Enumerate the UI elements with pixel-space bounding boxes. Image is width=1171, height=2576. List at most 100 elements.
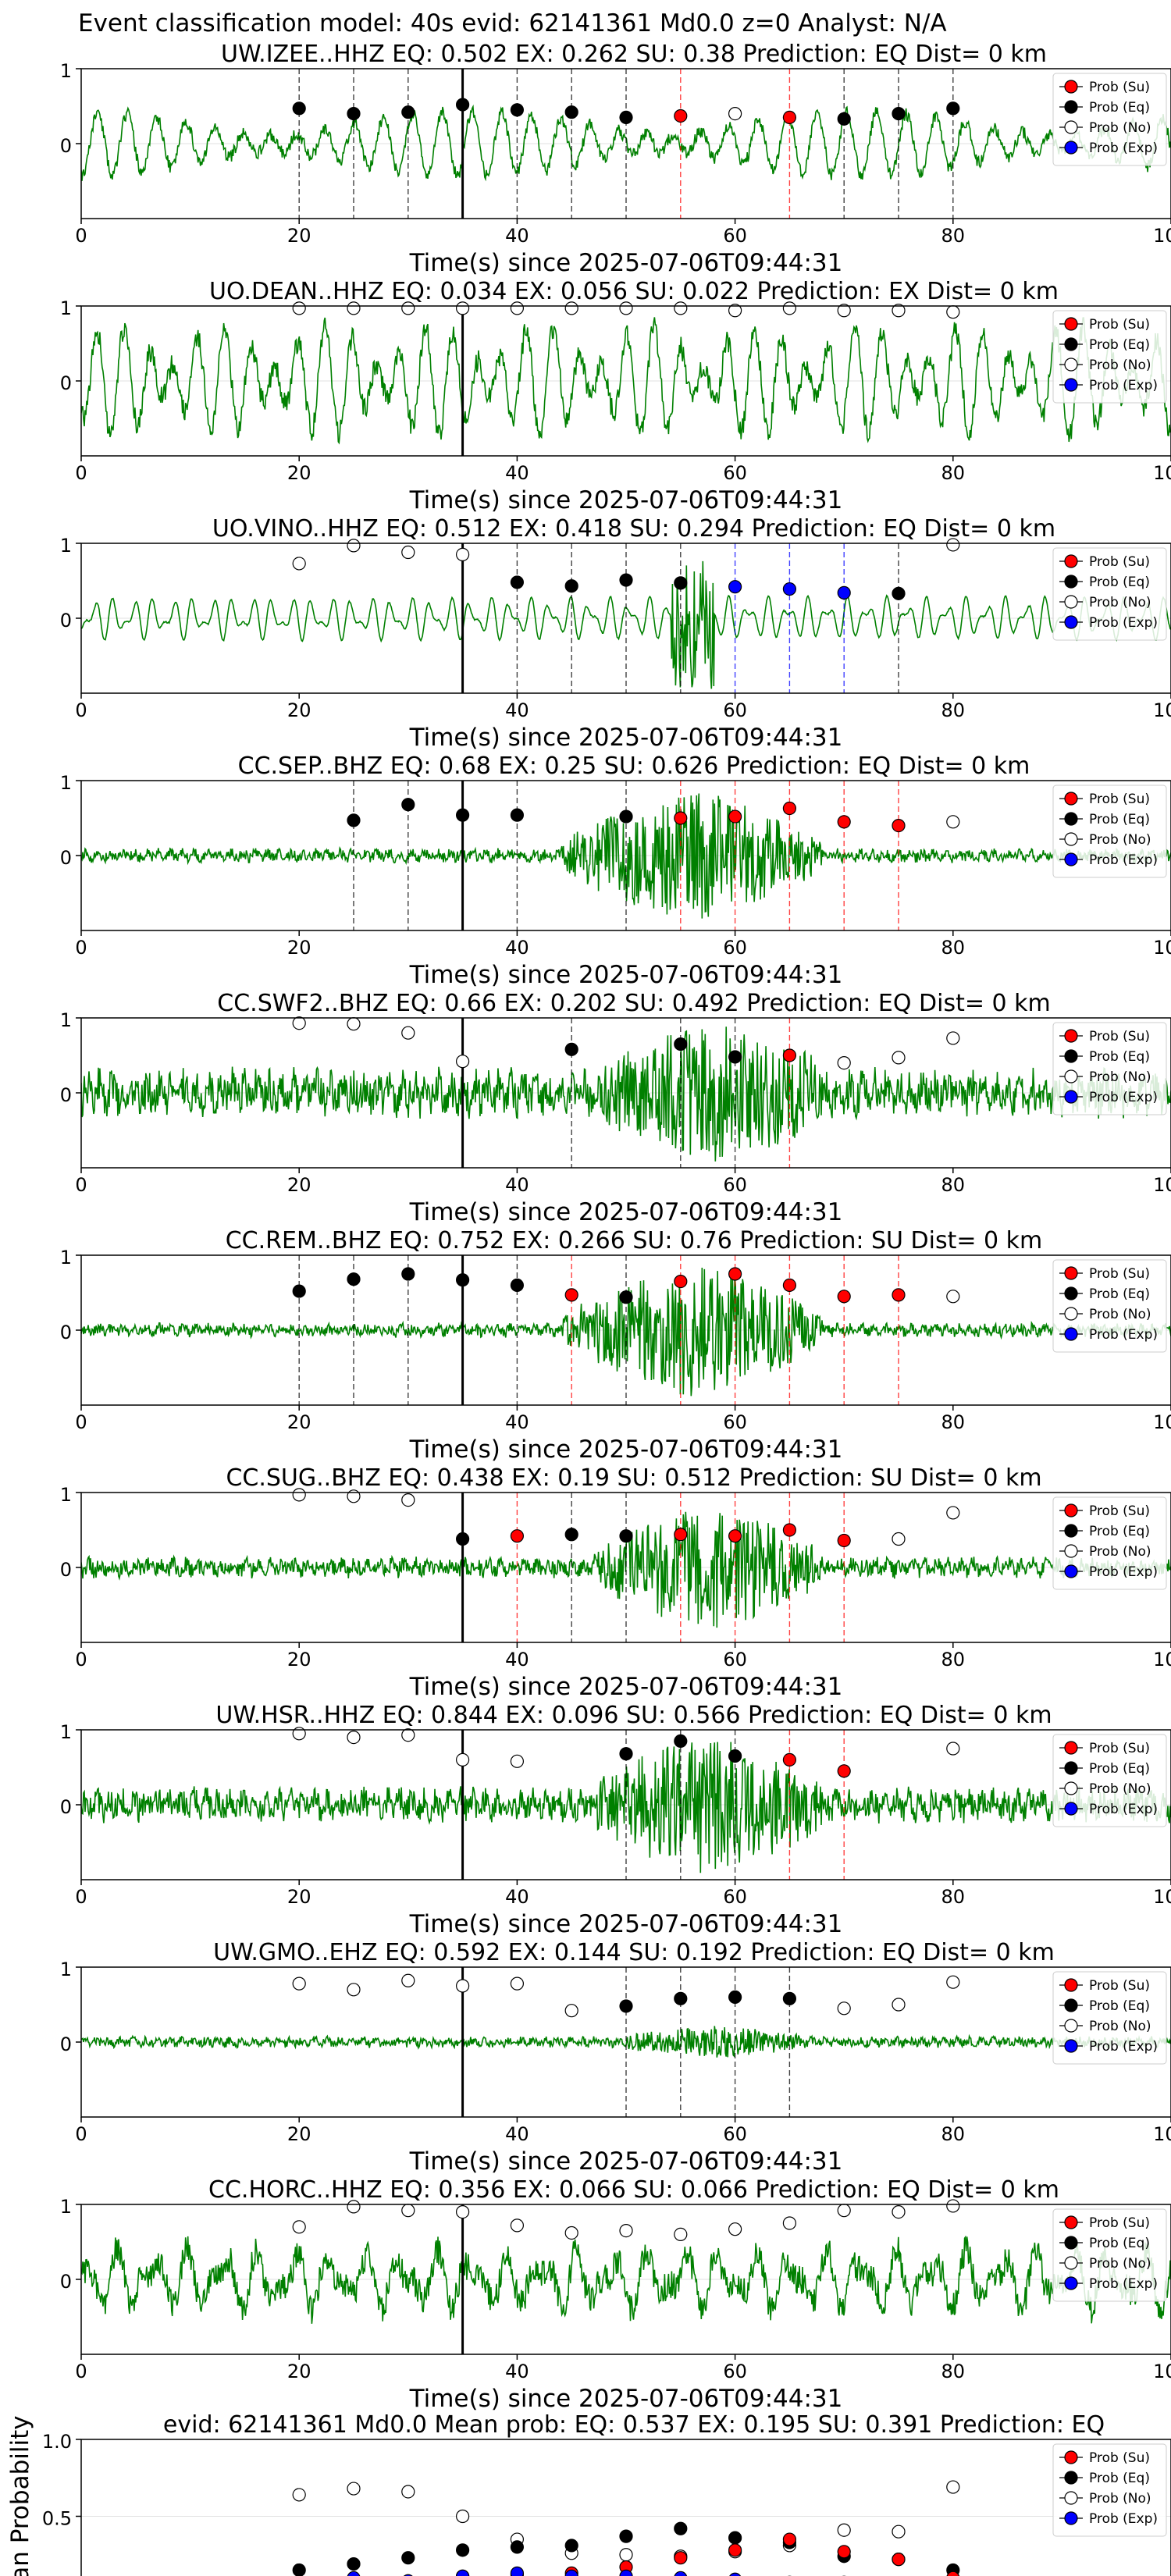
legend-marker-eq bbox=[1064, 1998, 1078, 2012]
x-tick-label: 20 bbox=[287, 1886, 311, 1908]
prob-point-eq bbox=[674, 1037, 688, 1051]
legend-label-no: Prob (No) bbox=[1089, 1781, 1151, 1797]
prob-point-eq bbox=[782, 1991, 797, 2005]
prob-point-no bbox=[946, 1975, 960, 1989]
prob-point-no bbox=[455, 2205, 470, 2219]
chart-panel-9: UW.GMO..EHZ EQ: 0.592 EX: 0.144 SU: 0.19… bbox=[60, 1939, 1171, 2176]
mean-point-eq bbox=[674, 2521, 688, 2535]
panel-title: CC.REM..BHZ EQ: 0.752 EX: 0.266 SU: 0.76… bbox=[226, 1227, 1043, 1254]
prob-point-no bbox=[510, 2218, 525, 2233]
legend-marker-eq bbox=[1064, 1524, 1078, 1538]
x-tick-label: 40 bbox=[505, 1411, 529, 1433]
prob-point-eq bbox=[837, 112, 851, 126]
prob-point-eq bbox=[619, 573, 633, 587]
legend-label-eq: Prob (Eq) bbox=[1089, 1761, 1150, 1777]
legend-marker-su bbox=[1064, 792, 1078, 806]
prob-point-no bbox=[946, 2199, 960, 2213]
y-tick-label: 1 bbox=[60, 1009, 72, 1031]
x-tick-label: 0 bbox=[75, 1886, 87, 1908]
legend-marker-no bbox=[1064, 1069, 1078, 1083]
legend-marker-exp bbox=[1064, 2039, 1078, 2053]
prob-point-no bbox=[674, 301, 688, 315]
y-tick-label: 0 bbox=[60, 135, 72, 157]
prob-point-su bbox=[837, 1533, 851, 1548]
x-tick-label: 60 bbox=[723, 1411, 747, 1433]
legend-label-eq: Prob (Eq) bbox=[1089, 575, 1150, 590]
legend-marker-exp bbox=[1064, 141, 1078, 155]
legend-label-no: Prob (No) bbox=[1089, 1544, 1151, 1560]
prob-point-no bbox=[946, 538, 960, 552]
x-tick-label: 60 bbox=[723, 1649, 747, 1670]
mean-point-eq bbox=[292, 2563, 306, 2576]
prob-point-no bbox=[455, 547, 470, 562]
prob-point-su bbox=[782, 1278, 797, 1293]
legend-label-no: Prob (No) bbox=[1089, 358, 1151, 373]
waveform-trace bbox=[81, 793, 1171, 919]
legend-box bbox=[1052, 547, 1167, 641]
mean-point-exp bbox=[619, 2569, 633, 2576]
prob-point-no bbox=[837, 304, 851, 318]
legend-marker-su bbox=[1064, 2215, 1078, 2229]
legend-label-eq: Prob (Eq) bbox=[1089, 337, 1150, 353]
prob-point-no bbox=[564, 2004, 578, 2018]
legend-label-su: Prob (Su) bbox=[1089, 792, 1150, 807]
prob-point-no bbox=[892, 2205, 906, 2219]
legend-marker-no bbox=[1064, 120, 1078, 134]
prob-point-exp bbox=[837, 585, 851, 600]
x-tick-label: 100 bbox=[1153, 462, 1171, 484]
prob-point-no bbox=[401, 1493, 415, 1507]
mean-point-su bbox=[837, 2545, 851, 2559]
y-tick-label: 0 bbox=[60, 1796, 72, 1818]
prob-point-eq bbox=[619, 1747, 633, 1761]
panel-title: UW.IZEE..HHZ EQ: 0.502 EX: 0.262 SU: 0.3… bbox=[221, 41, 1047, 68]
legend-marker-exp bbox=[1064, 1327, 1078, 1341]
prob-point-eq bbox=[347, 1272, 361, 1286]
panel-title: UW.GMO..EHZ EQ: 0.592 EX: 0.144 SU: 0.19… bbox=[213, 1939, 1055, 1966]
legend-marker-eq bbox=[1064, 100, 1078, 114]
prob-point-eq bbox=[292, 101, 306, 116]
legend-marker-no bbox=[1064, 832, 1078, 846]
prob-point-eq bbox=[619, 1999, 633, 2013]
x-tick-label: 80 bbox=[941, 1411, 966, 1433]
mean-point-eq bbox=[510, 2540, 525, 2554]
mean-point-no bbox=[292, 2488, 306, 2502]
legend-label-exp: Prob (Exp) bbox=[1089, 378, 1158, 393]
x-tick-label: 80 bbox=[941, 2361, 966, 2382]
prob-point-no bbox=[946, 815, 960, 829]
prob-point-no bbox=[292, 301, 306, 315]
legend-label-su: Prob (Su) bbox=[1089, 317, 1150, 333]
mean-point-exp bbox=[456, 2569, 470, 2576]
legend-marker-exp bbox=[1064, 378, 1078, 392]
legend-box bbox=[1052, 2208, 1167, 2302]
legend-marker-no bbox=[1064, 358, 1078, 372]
prob-point-eq bbox=[564, 105, 578, 119]
waveform-trace bbox=[81, 317, 1171, 445]
mean-point-su bbox=[892, 2553, 906, 2567]
x-tick-label: 40 bbox=[505, 225, 529, 247]
x-axis-label: Time(s) since 2025-07-06T09:44:31 bbox=[409, 1198, 843, 1226]
x-tick-label: 100 bbox=[1153, 225, 1171, 247]
prob-point-eq bbox=[674, 1991, 688, 2005]
legend-marker-exp bbox=[1064, 1802, 1078, 1816]
x-tick-label: 100 bbox=[1153, 1649, 1171, 1670]
prob-point-no bbox=[892, 1998, 906, 2012]
y-tick-label: 0 bbox=[60, 610, 72, 632]
y-tick-label: 1 bbox=[60, 535, 72, 557]
x-tick-label: 100 bbox=[1153, 1174, 1171, 1196]
legend-marker-no bbox=[1064, 2019, 1078, 2033]
legend-marker-eq bbox=[1064, 2471, 1078, 2485]
prob-point-eq bbox=[619, 1290, 633, 1304]
x-tick-label: 60 bbox=[723, 2361, 747, 2382]
x-tick-label: 0 bbox=[75, 2361, 87, 2382]
legend-label-exp: Prob (Exp) bbox=[1089, 2039, 1158, 2055]
legend-marker-su bbox=[1064, 80, 1078, 94]
x-tick-label: 80 bbox=[941, 699, 966, 721]
legend-marker-exp bbox=[1064, 615, 1078, 629]
prob-point-su bbox=[674, 811, 688, 825]
prob-point-no bbox=[401, 301, 415, 315]
mean-point-no bbox=[401, 2485, 415, 2499]
prob-point-no bbox=[564, 301, 578, 315]
prob-point-no bbox=[292, 1727, 306, 1741]
legend-label-eq: Prob (Eq) bbox=[1089, 2471, 1150, 2486]
x-tick-label: 40 bbox=[505, 1649, 529, 1670]
